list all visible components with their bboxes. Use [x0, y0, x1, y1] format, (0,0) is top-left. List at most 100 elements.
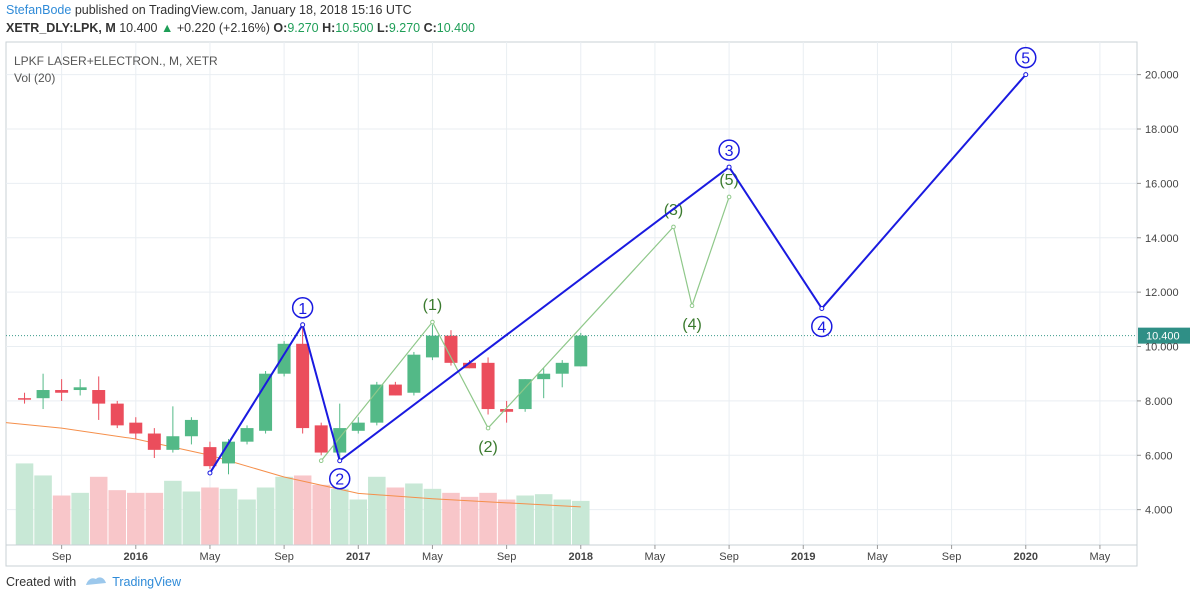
candle-body: [481, 362, 495, 410]
candle-body: [296, 343, 310, 429]
x-tick-label: Sep: [719, 551, 739, 563]
candle-body: [314, 425, 328, 453]
moving-average: [5, 422, 581, 508]
x-tick-label: 2016: [124, 551, 148, 563]
candle-body: [73, 387, 87, 391]
primary-wave-point: [819, 305, 825, 311]
volume-bar: [516, 495, 534, 545]
minor-wave-label: (4): [682, 317, 702, 334]
volume-bar: [34, 475, 52, 545]
primary-wave-badge: [811, 315, 833, 338]
volume-bar: [182, 491, 201, 545]
high-value: 10.500: [335, 21, 374, 35]
x-tick-label: Sep: [497, 551, 517, 563]
volume-bar: [164, 480, 182, 545]
candlesticks: [18, 324, 588, 475]
x-tick-label: 2018: [569, 551, 593, 563]
y-tick-label: 8.000: [1145, 396, 1173, 408]
primary-wave-badge: [1015, 46, 1037, 69]
last-price-tag: [1138, 327, 1190, 344]
y-tick-label: 6.000: [1145, 450, 1173, 462]
volume-bar: [89, 476, 108, 545]
volume-bar: [145, 492, 164, 545]
primary-wave-label: 3: [725, 143, 734, 160]
candle-body: [184, 419, 198, 437]
volume-bar: [238, 499, 256, 545]
open-value: 9.270: [287, 21, 319, 35]
open-label: O:: [273, 21, 288, 35]
x-tick-label: Sep: [52, 551, 72, 563]
candle-body: [388, 384, 402, 396]
candle-body: [555, 362, 569, 374]
candle-body: [110, 403, 124, 426]
minor-wave-label: (5): [719, 172, 739, 189]
last-price-tag-label: 10.400: [1146, 331, 1180, 343]
x-tick-label: 2019: [791, 551, 815, 563]
candle-body: [92, 390, 106, 404]
minor-wave-point: [726, 194, 732, 200]
author-link[interactable]: StefanBode: [6, 3, 72, 17]
y-tick-label: 16.000: [1145, 178, 1179, 190]
minor-wave-point: [671, 224, 676, 230]
high-label: H:: [322, 21, 336, 35]
volume-bar: [71, 492, 89, 545]
candle-body: [574, 335, 588, 367]
volume-bar: [52, 495, 71, 545]
x-tick-label: May: [422, 551, 443, 563]
volume-legend: Vol (20): [14, 71, 55, 85]
x-tick-label: May: [867, 551, 888, 563]
candle-body: [203, 447, 217, 467]
candle-body: [147, 433, 161, 450]
x-tick-label: 2017: [346, 551, 370, 563]
candle-body: [537, 373, 551, 380]
volume-bar: [553, 499, 571, 545]
volume-bar: [442, 492, 460, 545]
price-axis[interactable]: 4.000 6.000 8.000 10.000 12.000 14.000 16.000 1…: [1136, 42, 1179, 566]
volume-bar: [572, 500, 590, 545]
volume-bar: [534, 494, 553, 545]
candle-body: [407, 354, 421, 393]
price-change: +0.220 (+2.16%): [176, 21, 270, 35]
tradingview-logo-icon: [84, 575, 108, 590]
up-arrow-icon: ▲: [160, 21, 174, 35]
primary-wave-count: 1 2 3 4 5: [207, 46, 1037, 490]
y-tick-label: 4.000: [1145, 505, 1173, 517]
volume-bar: [219, 488, 238, 545]
primary-wave-line: [209, 73, 1027, 474]
volume-bar: [423, 488, 442, 545]
volume-bar: [405, 483, 423, 545]
candle-body: [166, 436, 180, 450]
volume-bar: [368, 476, 386, 545]
tradingview-link[interactable]: TradingView: [112, 575, 181, 589]
y-tick-label: 12.000: [1145, 287, 1179, 299]
x-tick-label: May: [1090, 551, 1111, 563]
volume-bar: [497, 499, 516, 545]
candle-body: [277, 343, 291, 374]
candle-body: [500, 409, 514, 412]
last-price-line: 10.400: [6, 327, 1190, 344]
candle-body: [240, 428, 254, 442]
minor-wave-line: [320, 196, 730, 462]
primary-wave-point: [207, 470, 213, 476]
symbol-name[interactable]: XETR_DLY:LPK, M: [6, 21, 116, 35]
minor-wave-point: [430, 319, 435, 325]
time-axis[interactable]: Sep 2016 May Sep 2017 May Sep 2018 May Sep 2019 May…: [6, 544, 1137, 563]
chart-title: LPKF LASER+ELECTRON., M, XETR: [14, 54, 218, 68]
low-value: 9.270: [388, 21, 421, 35]
volume-bar: [386, 487, 405, 545]
volume-bar: [256, 487, 275, 545]
volume-bar: [293, 475, 312, 545]
minor-wave-label: (1): [423, 297, 443, 314]
primary-wave-point: [726, 164, 732, 170]
chart-grid: [6, 42, 1137, 545]
x-tick-label: 2020: [1014, 551, 1038, 563]
candle-body: [129, 422, 143, 434]
publish-text: published on TradingView.com, January 18…: [74, 3, 412, 17]
minor-wave-point: [689, 303, 695, 309]
primary-wave-label: 1: [298, 301, 307, 318]
volume-bar: [275, 476, 293, 545]
volume-bar: [460, 496, 479, 545]
close-value: 10.400: [436, 21, 476, 35]
candle-body: [55, 390, 69, 393]
